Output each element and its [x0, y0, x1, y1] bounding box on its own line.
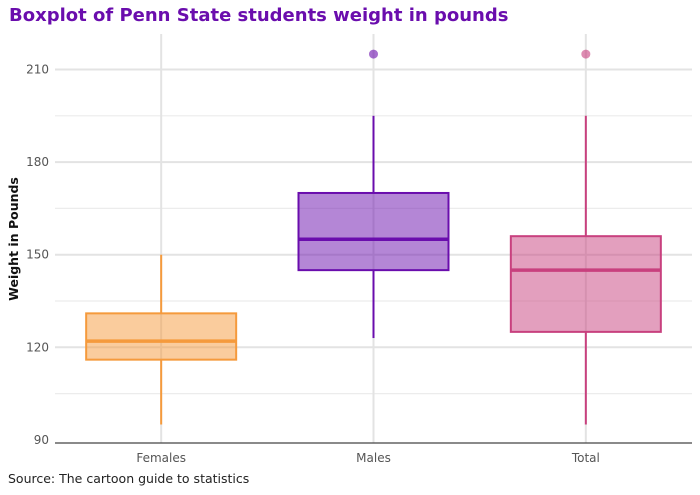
box-iqr — [509, 235, 662, 333]
boxplot-chart: 90 120 150 180 210 Females Males Total Weight i… — [6, 34, 692, 465]
x-tick-label: Males — [356, 451, 391, 465]
outlier-point — [369, 49, 378, 59]
y-axis-title: Weight in Pounds — [6, 177, 21, 301]
chart-caption: Source: The cartoon guide to statistics — [8, 471, 250, 486]
y-tick-label: 180 — [26, 155, 49, 169]
x-tick-label: Total — [571, 451, 600, 465]
outlier-point — [581, 49, 591, 59]
box-layer — [85, 49, 662, 425]
axis-layer: 90 120 150 180 210 Females Males Total — [26, 62, 692, 465]
x-tick-label: Females — [136, 451, 186, 465]
box-iqr — [85, 312, 238, 361]
y-tick-label: 210 — [26, 62, 49, 76]
box-iqr — [297, 191, 450, 272]
y-tick-label: 120 — [26, 340, 49, 354]
y-tick-label: 90 — [34, 433, 49, 447]
y-tick-label: 150 — [26, 248, 49, 262]
chart-title: Boxplot of Penn State students weight in… — [9, 5, 509, 26]
